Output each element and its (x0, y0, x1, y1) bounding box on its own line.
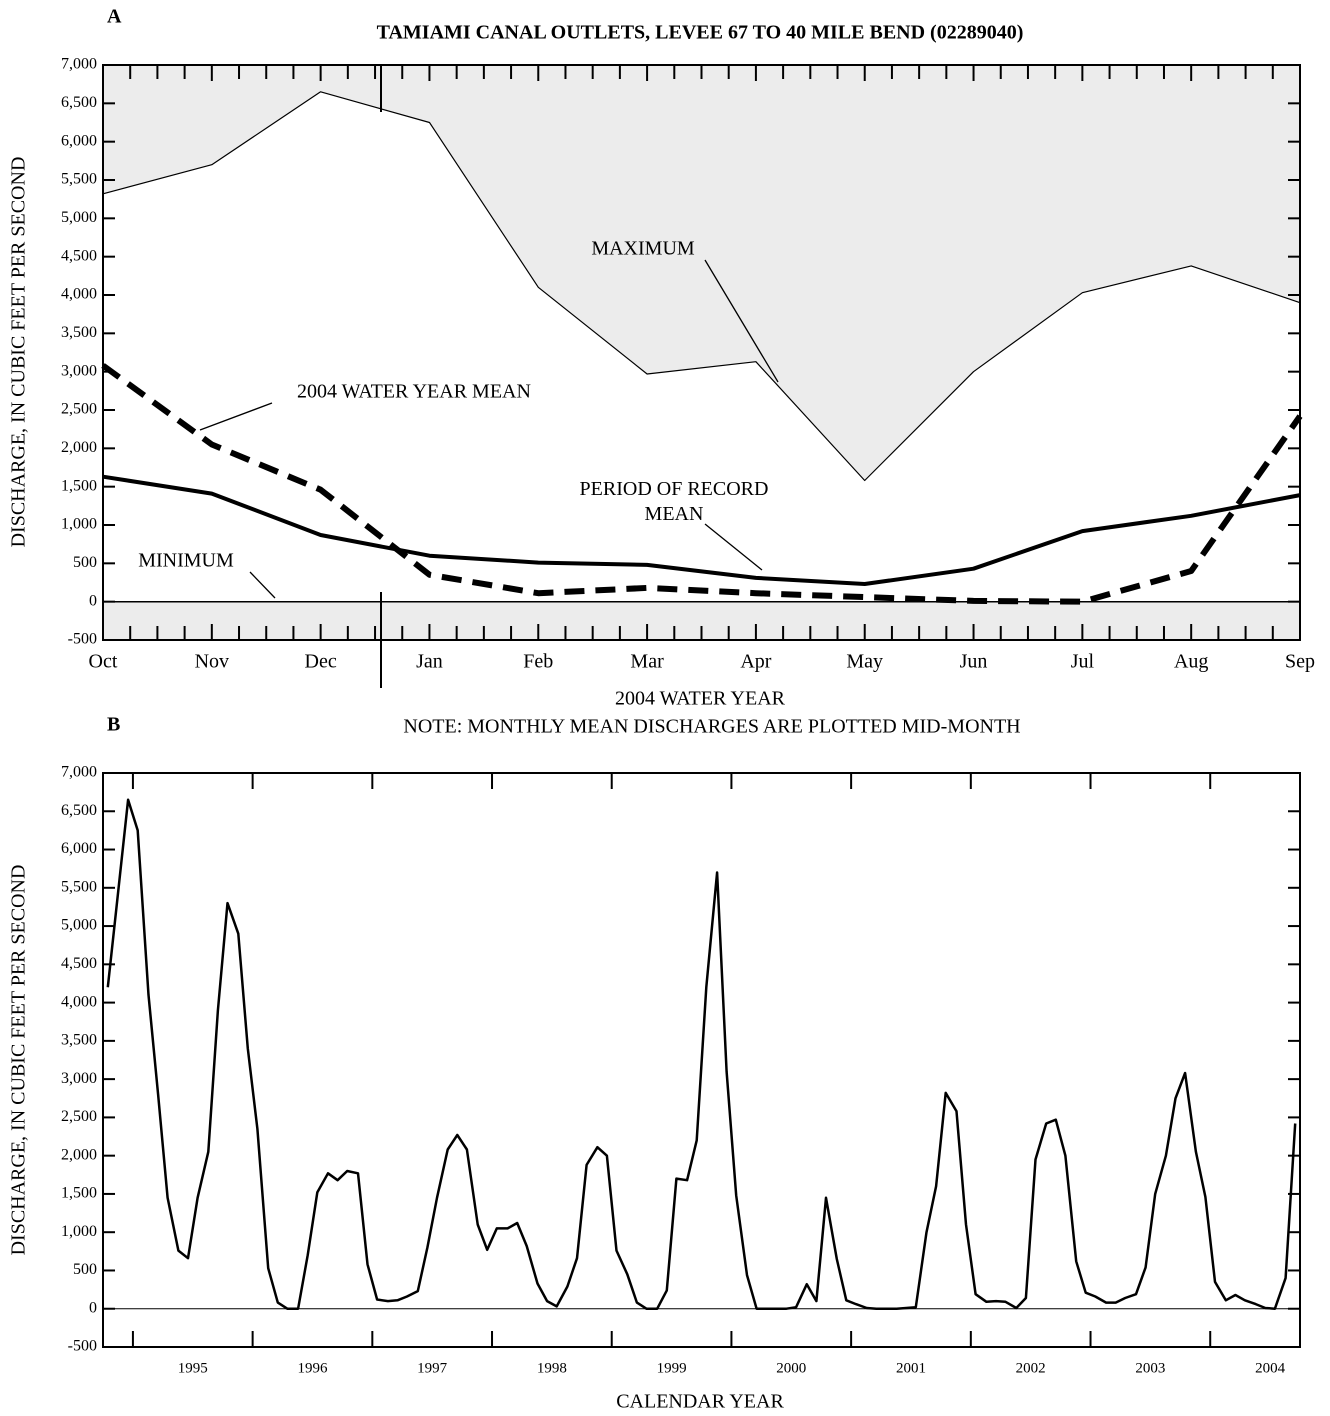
x-tick-label: Nov (195, 651, 229, 673)
y-tick-label: 3,000 (61, 1070, 97, 1087)
annotation: MINIMUM (138, 550, 234, 572)
panel-label: A (107, 6, 122, 28)
x-tick-label: 2001 (896, 1360, 926, 1376)
y-tick-label: 500 (73, 1261, 97, 1278)
series-line (102, 474, 1301, 586)
series-line (102, 91, 1301, 482)
x-tick-label: Jul (1071, 651, 1095, 673)
x-tick-label: Dec (305, 651, 337, 673)
y-tick-label: 1,000 (61, 1223, 97, 1240)
y-tick-label: 5,000 (61, 917, 97, 934)
annotation: PERIOD OF RECORD MEAN (580, 478, 769, 525)
y-tick-label: -500 (68, 631, 97, 648)
y-tick-label: 6,500 (61, 802, 97, 819)
y-axis-label: DISCHARGE, IN CUBIC FEET PER SECOND (8, 157, 30, 548)
y-tick-label: 6,000 (61, 840, 97, 857)
y-axis-label: DISCHARGE, IN CUBIC FEET PER SECOND (8, 865, 30, 1256)
x-tick-label: 1997 (417, 1360, 448, 1376)
x-tick-label: Aug (1174, 651, 1208, 673)
x-tick-label: 2002 (1016, 1360, 1046, 1376)
y-tick-label: 7,000 (61, 56, 97, 73)
x-axis-label: 2004 WATER YEAR (615, 688, 786, 710)
series-line (106, 798, 1297, 1310)
y-tick-label: 1,500 (61, 1185, 97, 1202)
y-tick-label: 1,000 (61, 516, 97, 533)
leader-line (704, 259, 779, 383)
x-tick-label: Apr (740, 651, 771, 673)
leader-line (704, 523, 763, 571)
y-tick-label: 5,500 (61, 878, 97, 895)
y-tick-label: 4,500 (61, 955, 97, 972)
series-line (101, 363, 1303, 605)
y-tick-label: 5,500 (61, 171, 97, 188)
x-tick-label: Oct (89, 651, 118, 673)
annotation: MAXIMUM (591, 238, 695, 260)
note: NOTE: MONTHLY MEAN DISCHARGES ARE PLOTTE… (403, 716, 1020, 738)
y-tick-label: 3,500 (61, 324, 97, 341)
leader-line (249, 571, 276, 599)
x-tick-label: 2003 (1135, 1360, 1165, 1376)
annotation: 2004 WATER YEAR MEAN (297, 381, 531, 403)
x-tick-label: Mar (630, 651, 664, 673)
plot-frame (102, 64, 1301, 641)
y-tick-label: -500 (68, 1338, 97, 1355)
y-tick-label: 3,000 (61, 362, 97, 379)
y-tick-label: 0 (89, 1299, 97, 1316)
y-tick-label: 1,500 (61, 477, 97, 494)
annotations: MAXIMUM 2004 WATER YEAR MEAN PERIOD OF R… (138, 65, 779, 688)
plot-frame (102, 772, 1301, 1348)
x-tick-label: 1999 (657, 1360, 687, 1376)
x-tick-label: 1998 (537, 1360, 567, 1376)
x-tick-label: May (846, 651, 883, 673)
y-tick-label: 4,000 (61, 993, 97, 1010)
x-tick-label: Feb (523, 651, 553, 673)
annotation-line: PERIOD OF RECORD (580, 478, 769, 500)
x-tick-label: 1995 (178, 1360, 208, 1376)
y-tick-label: 3,500 (61, 1032, 97, 1049)
y-tick-label: 4,000 (61, 286, 97, 303)
y-tick-label: 6,000 (61, 132, 97, 149)
panel-label: B (107, 714, 120, 736)
x-tick-label: 2004 (1255, 1360, 1286, 1376)
x-tick-label: 2000 (776, 1360, 806, 1376)
x-tick-label: Sep (1285, 651, 1315, 673)
y-tick-label: 5,000 (61, 209, 97, 226)
x-tick-label: Jun (960, 651, 988, 673)
y-tick-label: 2,000 (61, 439, 97, 456)
leader-line (199, 402, 273, 431)
maximum-shade (103, 65, 1300, 481)
y-tick-label: 2,500 (61, 401, 97, 418)
x-axis-label: CALENDAR YEAR (616, 1391, 784, 1413)
y-tick-label: 2,500 (61, 1108, 97, 1125)
plots: Oct Nov Dec Jan Feb Mar Apr May Jun Jul Aug Sep -500… (61, 56, 1315, 1377)
x-tick-label: Jan (416, 651, 443, 673)
x-tick-label: 1996 (297, 1360, 328, 1376)
y-tick-label: 7,000 (61, 764, 97, 781)
y-tick-label: 4,500 (61, 247, 97, 264)
y-tick-label: 6,500 (61, 94, 97, 111)
chart-title: TAMIAMI CANAL OUTLETS, LEVEE 67 TO 40 MI… (377, 22, 1024, 44)
y-tick-label: 2,000 (61, 1146, 97, 1163)
annotation-line: MEAN (645, 503, 704, 525)
y-tick-label: 0 (89, 592, 97, 609)
y-tick-label: 500 (73, 554, 97, 571)
